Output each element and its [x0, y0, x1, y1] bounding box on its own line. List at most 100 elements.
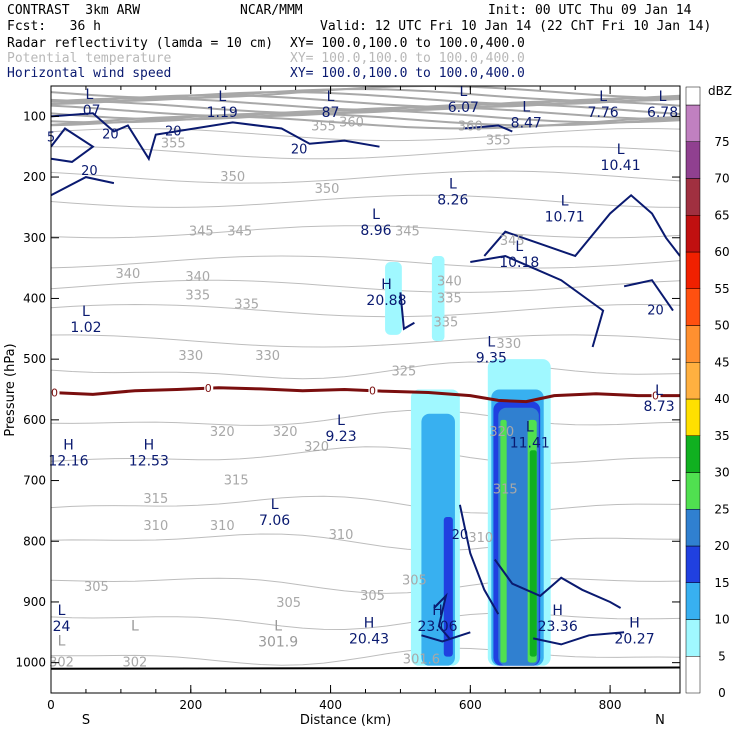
reflectivity-cell — [500, 419, 507, 663]
theta-label: 315 — [143, 492, 168, 507]
theta-isentrope-line — [51, 127, 680, 142]
marker-value: 20.88 — [366, 293, 406, 309]
theta-label: 305 — [276, 596, 301, 611]
x-tick-label: 600 — [459, 698, 482, 712]
wind-speed-contour — [51, 127, 95, 163]
marker-value: 8.96 — [360, 223, 391, 239]
high-marker: H — [364, 615, 375, 631]
low-marker: L — [522, 99, 530, 115]
marker-value: 8.26 — [437, 192, 468, 208]
marker-value: 23.06 — [417, 619, 457, 635]
theta-isentrope-line — [51, 225, 680, 239]
wind-speed-contour — [458, 504, 500, 615]
theta-label: 315 — [493, 483, 518, 498]
theta-isentrope-line — [51, 100, 680, 115]
marker-value: 20.43 — [349, 631, 389, 647]
wind-speed-contour — [470, 254, 605, 348]
low-marker: L — [58, 634, 66, 650]
ground-surface-line — [50, 666, 681, 670]
high-marker: H — [144, 437, 155, 453]
marker-value: 7.06 — [259, 513, 290, 529]
colorbar-level-label: 60 — [714, 245, 729, 259]
low-marker: L — [526, 419, 534, 435]
reflectivity-cell — [431, 255, 445, 341]
low-marker: L — [372, 207, 380, 223]
model-title: CONTRAST 3km ARW — [7, 3, 141, 18]
low-marker: L — [82, 304, 90, 320]
theta-label: 335 — [433, 316, 458, 331]
y-tick-label: 1000 — [15, 656, 46, 670]
low-marker: L — [274, 618, 282, 634]
colorbar-swatch — [685, 215, 701, 253]
theta-isentrope-line — [51, 361, 680, 380]
colorbar-unit-label: dBZ — [708, 84, 732, 98]
theta-label: 350 — [315, 182, 340, 197]
ground-line — [50, 666, 681, 670]
theta-isentrope-line — [51, 446, 680, 464]
marker-value: 1.19 — [207, 105, 238, 121]
theta-label: 310 — [210, 519, 235, 534]
low-marker: L — [599, 89, 607, 105]
x-end-label-left: S — [82, 713, 90, 728]
y-tick-label: 800 — [23, 534, 46, 548]
freezing-label-bg — [651, 389, 661, 402]
wind-speed-contour — [433, 592, 451, 640]
freezing-level-label: 0 — [369, 385, 376, 398]
colorbar-swatch — [685, 582, 701, 620]
freezing-label-bg — [368, 384, 378, 397]
theta-isentrope-line — [51, 194, 680, 208]
low-marker: L — [218, 89, 226, 105]
low-marker: L — [327, 89, 335, 105]
field-wind-name: Horizontal wind speed — [7, 66, 172, 81]
theta-label: 305 — [402, 574, 427, 589]
colorbar-level-label: 70 — [714, 172, 729, 186]
low-marker: L — [271, 497, 279, 513]
theta-label: 320 — [273, 425, 298, 440]
x-axis-label: Distance (km) — [300, 713, 391, 728]
high-marker: H — [63, 437, 74, 453]
colorbar-level-label: 5 — [718, 649, 726, 663]
colorbar-level-label: 15 — [714, 576, 729, 590]
theta-label: 355 — [486, 134, 511, 149]
low-marker: L — [655, 383, 663, 399]
theta-label: 315 — [224, 474, 249, 489]
low-marker: L — [58, 603, 66, 619]
low-marker: L — [86, 87, 94, 103]
colorbar-level-label: 10 — [714, 613, 729, 627]
theta-label: 350 — [220, 170, 245, 185]
marker-value: 8.47 — [511, 115, 542, 131]
wind-speed-contour — [483, 193, 680, 258]
wind-speed-label: 20 — [647, 304, 664, 319]
theta-label: 305 — [360, 589, 385, 604]
marker-value: 20.27 — [615, 631, 655, 647]
theta-isentrope-line — [51, 495, 680, 514]
wind-speed-contour — [51, 112, 380, 162]
colorbar-swatch — [685, 545, 701, 583]
theta-label: 345 — [395, 225, 420, 240]
y-tick-label: 100 — [23, 109, 46, 123]
freezing-label-bg — [51, 386, 60, 399]
x-tick-label: 200 — [179, 698, 202, 712]
wind-speed-contour — [463, 124, 513, 133]
marker-value: 6.07 — [448, 100, 479, 116]
marker-value: 9.23 — [325, 429, 356, 445]
wind-speed-label: 20 — [165, 125, 182, 140]
marker-value: .07 — [78, 103, 100, 119]
colorbar-swatch — [685, 472, 701, 510]
forecast-hour: Fcst: 36 h — [7, 19, 101, 34]
theta-label: 345 — [227, 225, 252, 240]
theta-label: 335 — [437, 291, 462, 306]
colorbar-swatch — [685, 509, 701, 547]
theta-isentrope-line — [51, 146, 680, 160]
colorbar-level-label: 35 — [714, 429, 729, 443]
colorbar-swatch — [685, 435, 701, 473]
low-marker: L — [459, 84, 467, 100]
y-tick-label: 200 — [23, 170, 46, 184]
marker-value: 1.02 — [70, 320, 101, 336]
wind-speed-label: 20 — [452, 528, 469, 543]
freezing-label-bg — [204, 382, 214, 395]
colorbar-swatch — [685, 178, 701, 216]
field-reflectivity-name: Radar reflectivity (lamda = 10 cm) — [7, 36, 274, 51]
marker-value: 11.41 — [510, 435, 550, 451]
